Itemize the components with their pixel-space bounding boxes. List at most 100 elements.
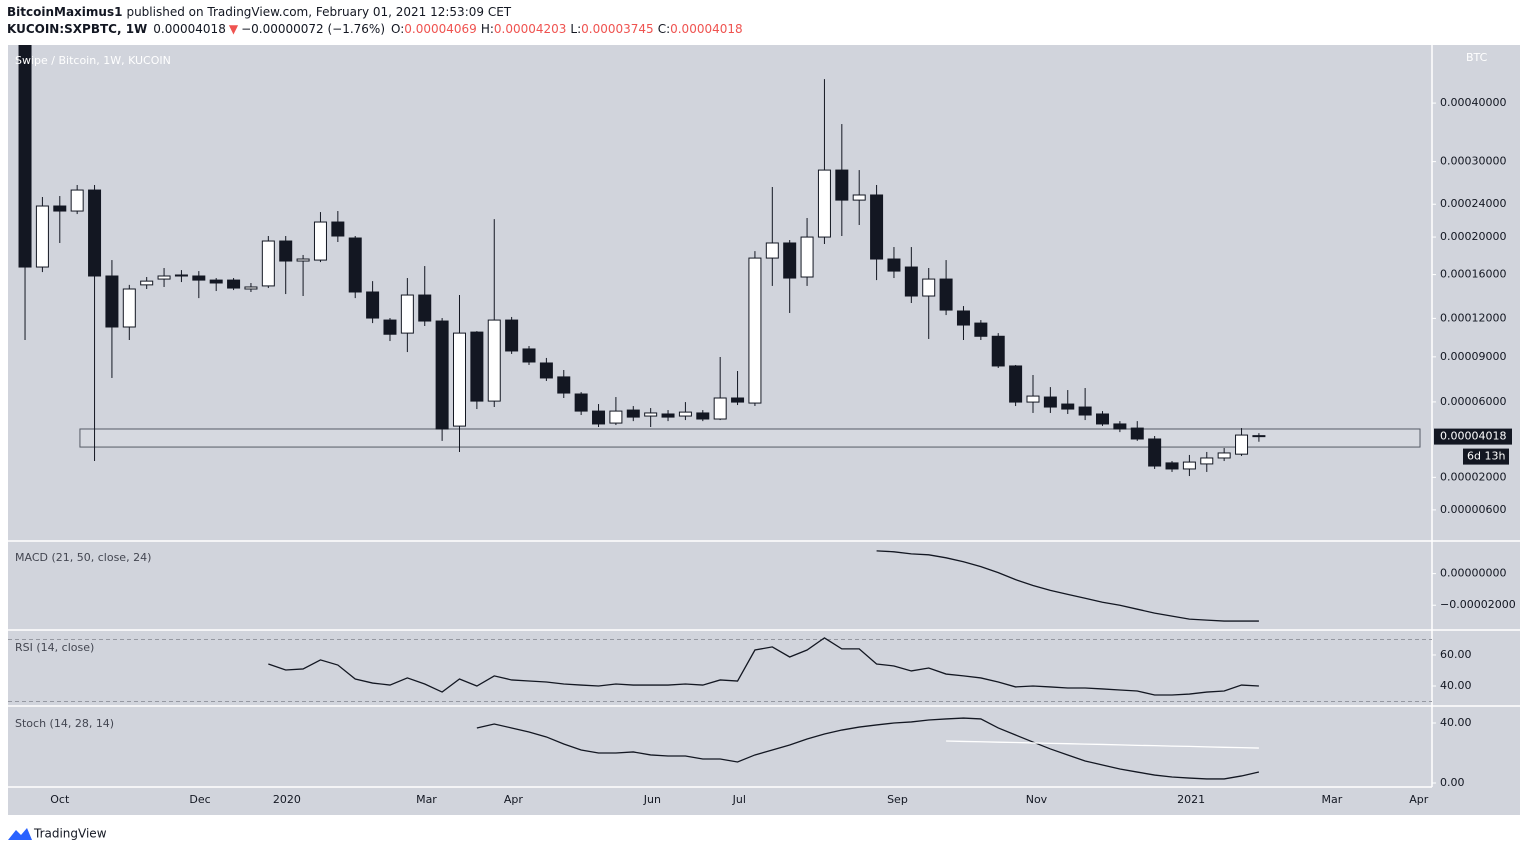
last-price: 0.00004018 <box>153 22 226 36</box>
y-tick-label: 0.00012000 <box>1440 311 1506 324</box>
author: BitcoinMaximus1 <box>7 5 122 19</box>
candle-body <box>70 189 84 212</box>
unit-box <box>1462 50 1494 66</box>
high-label: H: <box>481 22 494 36</box>
indicator-line <box>268 637 1259 696</box>
candle-body <box>1113 423 1127 430</box>
change: −0.00000072 (−1.76%) <box>241 22 385 36</box>
price-label: 0.00004018 <box>1440 430 1506 443</box>
y-tick-label: −0.00002000 <box>1440 598 1516 611</box>
x-tick-label: Mar <box>1322 793 1343 806</box>
candle-body <box>904 266 918 297</box>
candle-body <box>1043 396 1057 408</box>
candle-body <box>1165 462 1179 470</box>
y-tick-label: 0.00009000 <box>1440 350 1506 363</box>
close-label: C: <box>658 22 670 36</box>
price-label-box <box>1434 428 1512 445</box>
x-tick-label: Jun <box>643 793 661 806</box>
candle-body <box>18 45 32 268</box>
brand-logo: TradingView <box>8 827 107 841</box>
candle-body <box>1009 365 1023 403</box>
candle-body <box>1061 403 1075 410</box>
symbol: KUCOIN:SXPBTC, 1W <box>7 22 147 36</box>
low-label: L: <box>570 22 581 36</box>
header-line-1: BitcoinMaximus1 published on TradingView.… <box>7 5 512 19</box>
chart-background <box>8 45 1520 815</box>
candle-body <box>1096 413 1110 425</box>
candle-body <box>174 274 188 277</box>
x-tick-label: Sep <box>887 793 908 806</box>
candle-body <box>209 279 223 284</box>
candle-body <box>505 319 519 352</box>
candle-body <box>366 291 380 319</box>
candle-body <box>227 279 241 289</box>
header-line-2: KUCOIN:SXPBTC, 1W 0.00004018 ▼ −0.00000072 … <box>7 22 743 36</box>
candle-body <box>574 393 588 412</box>
candle-body <box>1026 395 1040 403</box>
candle-body <box>870 194 884 260</box>
x-tick-label: Jul <box>732 793 746 806</box>
x-tick-label: Nov <box>1026 793 1048 806</box>
chart-title: Swipe / Bitcoin, 1W, KUCOIN <box>15 54 171 67</box>
candle-body <box>1130 427 1144 440</box>
candle-body <box>313 221 327 261</box>
x-tick-label: Oct <box>50 793 70 806</box>
candles <box>18 45 1421 477</box>
candle-body <box>1235 434 1249 455</box>
candle-body <box>1252 435 1266 438</box>
candle-body <box>279 240 293 262</box>
candle-body <box>400 294 414 334</box>
candle-body <box>939 278 953 311</box>
candle-body <box>418 294 432 322</box>
candle-body <box>522 348 536 363</box>
candle-body <box>1200 457 1214 465</box>
candle-body <box>122 288 136 328</box>
candle-body <box>1217 452 1231 459</box>
candle-body <box>1078 406 1092 416</box>
open-value: 0.00004069 <box>404 22 477 36</box>
candle-body <box>53 205 67 212</box>
candle-body <box>626 409 640 418</box>
unit-label: BTC <box>1466 51 1488 64</box>
open-label: O: <box>391 22 404 36</box>
candle-body <box>991 335 1005 367</box>
candle-body <box>817 169 831 238</box>
candle-body <box>974 322 988 337</box>
brand: TradingView <box>33 827 107 841</box>
candle-body <box>140 280 154 286</box>
x-tick-label: 2021 <box>1177 793 1205 806</box>
y-tick-label: 0.00016000 <box>1440 268 1506 281</box>
candle-body <box>696 412 710 420</box>
close-value: 0.00004018 <box>670 22 743 36</box>
candle-body <box>261 240 275 287</box>
candle-body <box>783 242 797 279</box>
candle-body <box>487 319 501 402</box>
y-tick-label: 0.00 <box>1440 776 1465 789</box>
brand-icon <box>8 828 32 840</box>
countdown-box <box>1463 448 1509 465</box>
support-zone <box>79 428 1421 448</box>
y-tick-label: 0.00040000 <box>1440 96 1506 109</box>
candle-body <box>609 410 623 424</box>
high-value: 0.00004203 <box>494 22 567 36</box>
y-tick-label: 60.00 <box>1440 648 1472 661</box>
candle-body <box>1148 438 1162 467</box>
y-tick-label: 0.00030000 <box>1440 155 1506 168</box>
candle-body <box>731 397 745 403</box>
indicator-title: Stoch (14, 28, 14) <box>15 717 114 730</box>
x-tick-label: 2020 <box>273 793 301 806</box>
candle-body <box>383 319 397 335</box>
low-value: 0.00003745 <box>581 22 654 36</box>
candle-body <box>678 411 692 417</box>
candle-body <box>348 237 362 293</box>
y-tick-label: 0.00020000 <box>1440 230 1506 243</box>
candle-body <box>713 397 727 420</box>
candle-body <box>557 376 571 394</box>
candle-body <box>765 242 779 259</box>
candle-body <box>452 332 466 427</box>
candle-body <box>1182 461 1196 470</box>
candle-body <box>157 275 171 280</box>
candle-body <box>192 275 206 281</box>
x-tick-label: Mar <box>416 793 437 806</box>
